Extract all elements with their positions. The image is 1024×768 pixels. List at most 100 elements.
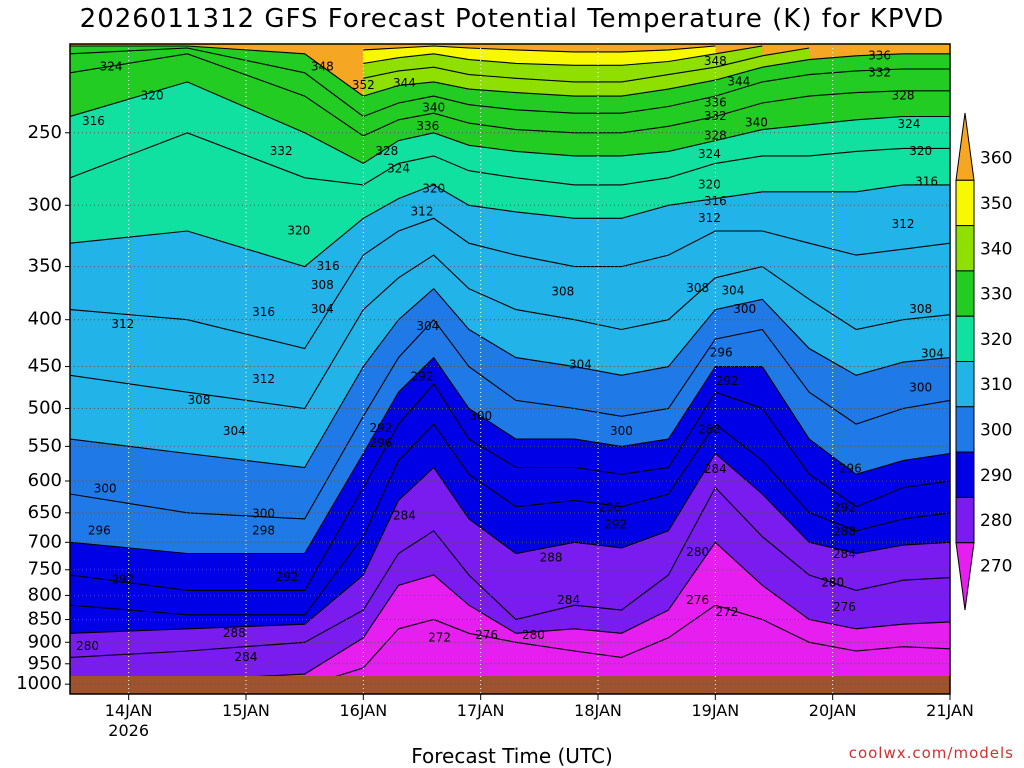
colorbar-swatch-285 <box>955 451 975 498</box>
contour-label: 296 <box>710 346 733 360</box>
colorbar-swatch-325 <box>955 270 975 317</box>
isentrope-320 <box>70 132 950 186</box>
contour-label: 280 <box>821 575 844 589</box>
contour-label: 340 <box>422 101 445 115</box>
contour-label: 292 <box>716 374 739 388</box>
contour-label: 312 <box>252 372 275 386</box>
contour-label: 352 <box>352 78 375 92</box>
contour-label: 316 <box>704 194 727 208</box>
contour-label: 280 <box>686 545 709 559</box>
y-tick-label: 300 <box>28 194 62 215</box>
colorbar: 360 350 340 330 320 310 300 290 280 270 <box>955 112 1012 611</box>
contour-label: 332 <box>868 65 891 79</box>
contour-label: 312 <box>411 204 434 218</box>
x-tick-label: 17JAN <box>457 701 505 720</box>
contour-label: 304 <box>223 424 246 438</box>
y-tick-label: 1000 <box>16 673 62 694</box>
contour-label: 300 <box>909 381 932 395</box>
isentrope-348 <box>363 45 716 53</box>
contour-label: 304 <box>721 283 744 297</box>
contour-label: 336 <box>704 96 727 110</box>
x-tick-label: 14JAN <box>105 701 153 720</box>
x-tick-label: 15JAN <box>222 701 270 720</box>
contour-label: 324 <box>100 60 123 74</box>
colorbar-tick-label: 270 <box>980 556 1012 576</box>
contour-label: 316 <box>317 259 340 273</box>
contour-label: 288 <box>698 423 721 437</box>
contour-label: 304 <box>416 319 439 333</box>
contour-label: 272 <box>716 605 739 619</box>
colorbar-swatch-305 <box>955 361 975 408</box>
contour-label: 304 <box>569 357 592 371</box>
contour-label: 292 <box>111 573 134 587</box>
isentrope-336 <box>70 45 950 97</box>
contour-label: 300 <box>469 409 492 423</box>
y-tick-label: 600 <box>28 470 62 491</box>
contour-label: 288 <box>540 550 563 564</box>
contour-label: 320 <box>422 182 445 196</box>
isentrope-340 <box>363 47 810 83</box>
contour-label: 320 <box>698 177 721 191</box>
colorbar-swatch-295 <box>955 406 975 453</box>
contour-label: 298 <box>252 523 275 537</box>
contour-label: 320 <box>287 223 310 237</box>
contour-label: 308 <box>686 281 709 295</box>
fill-band-272 <box>70 605 950 694</box>
y-tick-label: 750 <box>28 559 62 580</box>
contour-label: 296 <box>369 436 392 450</box>
contour-label: 320 <box>141 89 164 103</box>
contour-label: 316 <box>82 114 105 128</box>
contour-label: 312 <box>111 317 134 331</box>
contour-label: 288 <box>833 524 856 538</box>
contour-label: 324 <box>387 162 410 176</box>
y-tick-label: 850 <box>28 609 62 630</box>
contour-label: 296 <box>839 461 862 475</box>
isentrope-296 <box>70 356 950 555</box>
contour-label: 288 <box>223 626 246 640</box>
isentrope-272 <box>70 604 950 689</box>
contour-label: 300 <box>252 507 275 521</box>
contour-label: 292 <box>276 570 299 584</box>
contour-label: 308 <box>551 284 574 298</box>
isentrope-344 <box>363 45 763 66</box>
contour-label: 328 <box>704 128 727 142</box>
y-tick-label: 700 <box>28 531 62 552</box>
x-tick-label: 18JAN <box>574 701 622 720</box>
colorbar-tick-label: 350 <box>980 194 1012 214</box>
contour-label: 292 <box>604 517 627 531</box>
contour-label: 276 <box>475 628 498 642</box>
contour-label: 284 <box>557 593 580 607</box>
colorbar-swatch-315 <box>955 315 975 363</box>
x-tick-year: 2026 <box>108 721 149 740</box>
contour-label: 284 <box>235 650 258 664</box>
colorbar-swatch-265 <box>955 542 975 611</box>
source-credit: coolwx.com/models <box>848 744 1014 762</box>
contour-label: 320 <box>909 144 932 158</box>
colorbar-swatch-335 <box>955 225 975 272</box>
y-tick-label: 650 <box>28 502 62 523</box>
x-axis-title: Forecast Time (UTC) <box>411 744 613 768</box>
contour-label: 332 <box>270 144 293 158</box>
contour-label: 324 <box>698 147 721 161</box>
contour-label: 292 <box>369 421 392 435</box>
contour-label: 308 <box>909 302 932 316</box>
contour-label: 348 <box>311 60 334 74</box>
contour-label: 276 <box>833 600 856 614</box>
contour-label: 292 <box>833 500 856 514</box>
contour-label: 316 <box>252 305 275 319</box>
contour-label: 312 <box>892 217 915 231</box>
contour-label: 328 <box>375 144 398 158</box>
contour-label: 348 <box>704 54 727 68</box>
contour-label: 324 <box>897 117 920 131</box>
y-tick-label: 400 <box>28 309 62 330</box>
isentrope-288 <box>70 423 950 616</box>
contour-label: 292 <box>411 370 434 384</box>
x-tick-label: 16JAN <box>339 701 387 720</box>
contour-label: 340 <box>745 116 768 130</box>
contour-label: 316 <box>915 175 938 189</box>
contour-label: 300 <box>94 481 117 495</box>
isentrope-316 <box>70 184 950 268</box>
theta-fill-bands <box>70 44 950 694</box>
contour-label: 332 <box>704 109 727 123</box>
